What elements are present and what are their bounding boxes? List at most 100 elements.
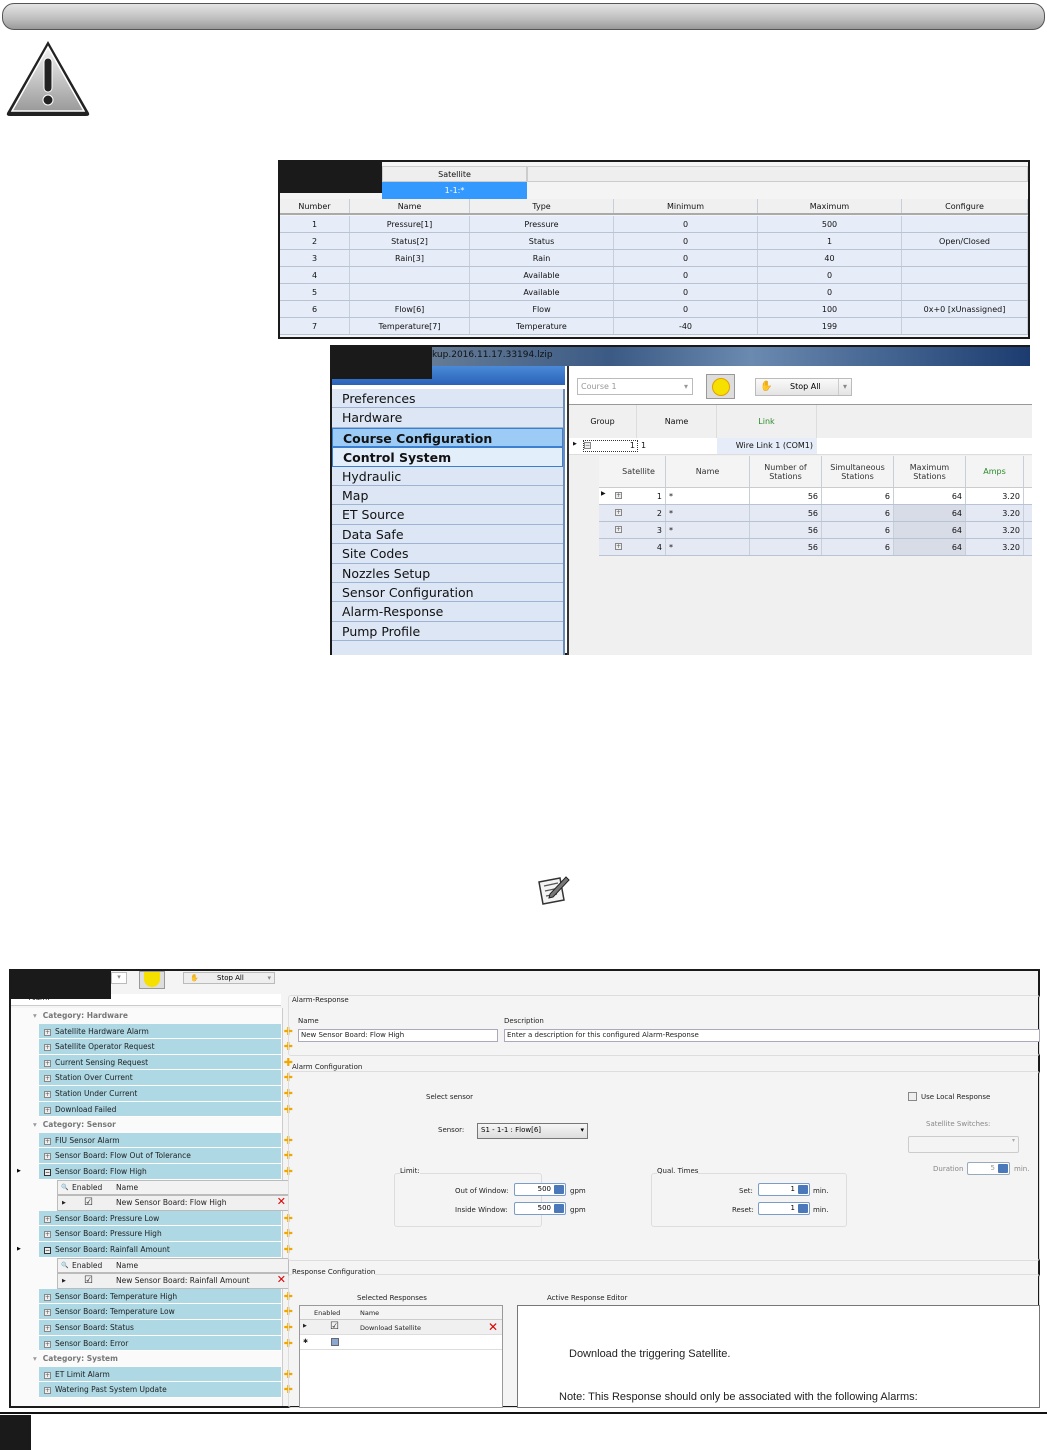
stop-all-button[interactable]: ✋ Stop All ▾ — [755, 378, 852, 396]
enabled-checkbox[interactable]: ☑ — [84, 1275, 93, 1287]
tree-item[interactable]: + Sensor Board: Temperature Low ✚ — [39, 1304, 293, 1320]
description-input[interactable]: Enter a description for this configured … — [504, 1029, 1040, 1042]
expand-icon[interactable]: + — [615, 492, 622, 499]
tree-item[interactable]: − Sensor Board: Rainfall Amount ✚ — [39, 1242, 293, 1258]
sun-button[interactable] — [139, 971, 165, 989]
tree-item[interactable]: + Sensor Board: Error ✚ — [39, 1335, 293, 1352]
enabled-checkbox[interactable]: ☑ — [330, 1321, 339, 1332]
chevron-down-icon[interactable]: ▾ — [33, 1011, 37, 1020]
expand-icon[interactable]: + — [615, 543, 622, 550]
sidebar-item[interactable]: Sensor Configuration — [332, 583, 563, 603]
sub-grid-row[interactable]: ▶ ☑ New Sensor Board: Flow High ✕ — [57, 1195, 289, 1211]
chevron-down-icon[interactable]: ▾ — [33, 1120, 37, 1130]
tree-item[interactable]: + Station Under Current ✚ — [39, 1086, 293, 1102]
enabled-checkbox[interactable] — [331, 1338, 339, 1346]
delete-icon[interactable]: ✕ — [276, 1195, 286, 1209]
tree-item[interactable]: + Satellite Hardware Alarm ✚ — [39, 1023, 293, 1040]
tree-item[interactable]: + Station Over Current ✚ — [39, 1070, 293, 1086]
expand-icon[interactable]: + — [44, 1044, 51, 1052]
sun-button[interactable] — [706, 374, 735, 399]
tree-item[interactable]: − Sensor Board: Flow High ✚ — [39, 1164, 293, 1180]
table-row[interactable]: 4 Available 0 0 — [280, 267, 1028, 284]
stop-all-button[interactable]: ✋ Stop All ▾ — [183, 972, 275, 984]
sidebar-item[interactable]: Site Codes — [332, 544, 563, 564]
new-response-row[interactable]: ✱ — [300, 1335, 502, 1350]
use-local-response-checkbox[interactable] — [908, 1092, 917, 1101]
sensor-dropdown[interactable]: S1 - 1-1 : Flow[6] ▾ — [477, 1123, 588, 1139]
group-row[interactable]: ▶ 1−1 Wire Link 1 (COM1) — [569, 438, 1032, 455]
response-row[interactable]: ▶ ☑ Download Satellite ✕ — [300, 1320, 502, 1335]
sub-grid-row[interactable]: ▶ ☑ New Sensor Board: Rainfall Amount ✕ — [57, 1273, 289, 1289]
set-spinner[interactable]: 1 — [758, 1183, 810, 1196]
chevron-down-icon[interactable]: ▾ — [33, 1354, 37, 1364]
delete-icon[interactable]: ✕ — [276, 1273, 286, 1287]
table-row[interactable]: 2 Status[2] Status 0 1 Open/Closed — [280, 233, 1028, 250]
expand-icon[interactable]: + — [44, 1293, 51, 1301]
tree-category[interactable]: ▾ Category: Hardware — [29, 1008, 281, 1024]
course-dropdown[interactable]: Course 1 ▾ — [577, 378, 693, 395]
tree-item[interactable]: + Watering Past System Update ✚ — [39, 1382, 293, 1398]
sidebar-item[interactable]: ET Source — [332, 505, 563, 525]
sidebar-item[interactable]: Course Configuration — [332, 427, 563, 448]
table-row[interactable]: 6 Flow[6] Flow 0 100 0x+0 [xUnassigned] — [280, 301, 1028, 318]
sidebar-item[interactable]: Map — [332, 486, 563, 506]
expand-icon[interactable]: + — [44, 1325, 51, 1332]
expand-icon[interactable]: + — [44, 1340, 51, 1348]
table-row[interactable]: 5 Available 0 0 — [280, 284, 1028, 301]
expand-icon[interactable]: + — [44, 1371, 51, 1379]
sidebar-item[interactable]: Hydraulic — [332, 466, 563, 486]
expand-icon[interactable]: + — [44, 1091, 51, 1098]
sidebar-item[interactable]: Control System — [332, 447, 563, 467]
tree-item[interactable]: + Current Sensing Request ✚ — [39, 1054, 293, 1071]
out-of-window-spinner[interactable]: 500 — [514, 1183, 566, 1196]
duration-spinner[interactable]: 5 — [967, 1162, 1010, 1175]
expand-icon[interactable]: + — [44, 1075, 51, 1083]
group-cell[interactable]: 1 — [583, 440, 638, 452]
enabled-checkbox[interactable]: ☑ — [84, 1197, 93, 1209]
expand-icon[interactable]: + — [44, 1153, 51, 1161]
tree-item[interactable]: + Download Failed ✚ — [39, 1101, 293, 1118]
search-icon[interactable]: 🔍 — [61, 1261, 69, 1269]
tree-category[interactable]: ▾ Category: System — [29, 1351, 281, 1367]
sidebar-item[interactable]: Preferences — [332, 389, 563, 409]
search-icon[interactable]: 🔍 — [61, 1183, 69, 1191]
table-row[interactable]: 3 Rain[3] Rain 0 40 — [280, 250, 1028, 267]
tree-item[interactable]: + Sensor Board: Status ✚ — [39, 1320, 293, 1336]
expand-icon[interactable]: + — [44, 1059, 51, 1067]
tree-item[interactable]: + Sensor Board: Pressure High ✚ — [39, 1226, 293, 1242]
expand-icon[interactable]: + — [44, 1231, 51, 1239]
chevron-down-icon[interactable]: ▾ — [838, 379, 851, 395]
tree-category[interactable]: ▾ Category: Sensor — [29, 1117, 281, 1133]
tree-item[interactable]: + Satellite Operator Request ✚ — [39, 1039, 293, 1055]
sidebar-item[interactable]: Data Safe — [332, 524, 563, 545]
satellite-row[interactable]: +2 * 56 6 64 3.20 — [599, 505, 1032, 522]
expand-icon[interactable]: + — [44, 1028, 51, 1036]
expand-icon[interactable]: − — [44, 1247, 51, 1254]
expand-icon[interactable]: + — [44, 1137, 51, 1145]
tree-item[interactable]: + Sensor Board: Pressure Low ✚ — [39, 1210, 293, 1227]
tree-item[interactable]: + Sensor Board: Flow Out of Tolerance ✚ — [39, 1148, 293, 1164]
satellite-row[interactable]: +4 * 56 6 64 3.20 — [599, 539, 1032, 556]
sidebar-item[interactable]: Alarm-Response — [332, 602, 563, 622]
satellite-switches-dropdown[interactable]: ▾ — [908, 1136, 1019, 1153]
table-row[interactable]: 7 Temperature[7] Temperature -40 199 — [280, 318, 1028, 335]
reset-spinner[interactable]: 1 — [758, 1202, 810, 1215]
sidebar-item[interactable]: Nozzles Setup — [332, 563, 563, 583]
tree-item[interactable]: + ET Limit Alarm ✚ — [39, 1366, 293, 1383]
delete-icon[interactable]: ✕ — [488, 1320, 499, 1334]
expand-icon[interactable]: + — [44, 1215, 51, 1223]
expand-icon[interactable]: + — [44, 1309, 51, 1317]
satellite-selected[interactable]: 1-1:* — [382, 182, 527, 199]
expand-icon[interactable]: + — [44, 1106, 51, 1114]
expand-icon[interactable]: + — [615, 526, 622, 533]
expand-icon[interactable]: + — [615, 509, 622, 516]
sidebar-item[interactable]: Pump Profile — [332, 621, 563, 642]
tree-item[interactable]: + Sensor Board: Temperature High ✚ — [39, 1288, 293, 1305]
name-input[interactable]: New Sensor Board: Flow High — [298, 1029, 498, 1042]
collapse-icon[interactable]: − — [584, 442, 591, 449]
expand-icon[interactable]: + — [44, 1387, 51, 1395]
add-icon[interactable]: ✚ — [283, 1055, 293, 1069]
sidebar-item[interactable]: Hardware — [332, 408, 563, 428]
satellite-row[interactable]: + ▶ 1 * 56 6 64 3.20 — [599, 488, 1032, 505]
table-row[interactable]: 1 Pressure[1] Pressure 0 500 — [280, 216, 1028, 233]
